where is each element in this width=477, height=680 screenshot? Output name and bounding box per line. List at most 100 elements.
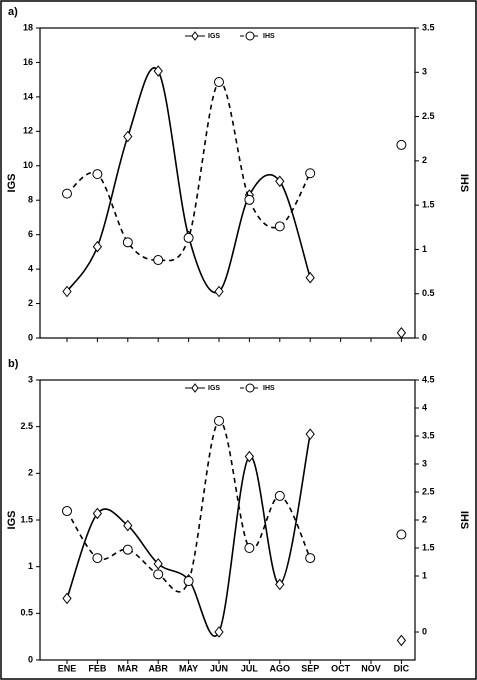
point <box>153 65 163 77</box>
point <box>153 558 163 570</box>
point <box>396 139 407 150</box>
y2-tick-label: 2.5 <box>422 111 435 121</box>
point <box>92 553 103 564</box>
point <box>214 415 224 426</box>
y-tick-label: 14 <box>23 91 33 101</box>
x-tick-label: MAY <box>179 663 198 673</box>
series-line <box>67 68 401 333</box>
y2-tick-label: 1 <box>422 244 427 254</box>
x-tick-label: NOV <box>361 663 381 673</box>
y2-tick-label: 1.5 <box>422 542 435 552</box>
y2-tick-label: 1.5 <box>422 200 435 210</box>
y2-tick-label: 3 <box>422 458 427 468</box>
x-tick-label: MAR <box>118 663 139 673</box>
point <box>183 232 194 243</box>
point <box>214 77 224 88</box>
point <box>274 490 285 501</box>
point <box>396 529 407 540</box>
x-tick-label: AGO <box>270 663 291 673</box>
x-tick-label: OCT <box>331 663 351 673</box>
point <box>62 188 72 199</box>
plot-frame <box>39 27 416 339</box>
y-tick-label: 0 <box>28 654 33 664</box>
legend-marker <box>245 31 255 41</box>
y2-tick-label: 0 <box>422 332 427 342</box>
y2-tick-label: 1 <box>422 570 427 580</box>
point <box>62 592 72 605</box>
y-tick-label: 4 <box>28 263 33 273</box>
point <box>274 221 285 232</box>
y-axis-title: IGS <box>6 174 18 193</box>
point <box>123 519 133 532</box>
y2-tick-label: 0.5 <box>422 288 435 298</box>
point <box>305 271 315 284</box>
y-tick-label: 1 <box>28 561 33 571</box>
legend-marker <box>191 31 199 41</box>
point <box>153 569 164 580</box>
y2-tick-label: 4.5 <box>422 374 435 384</box>
y-tick-label: 12 <box>23 126 33 136</box>
panel-label: b) <box>8 358 19 370</box>
x-tick-label: ENE <box>58 663 77 673</box>
y2-axis-title: IHS <box>458 511 470 529</box>
y-tick-label: 2 <box>28 298 33 308</box>
point <box>275 175 285 188</box>
y-tick-label: 16 <box>23 57 33 67</box>
y2-axis-title: IHS <box>458 174 470 192</box>
y-tick-label: 3 <box>28 374 33 384</box>
x-tick-label: ABR <box>148 663 168 673</box>
y2-tick-label: 2 <box>422 514 427 524</box>
y-tick-label: 0 <box>28 332 33 342</box>
point <box>62 506 72 517</box>
panel-label: a) <box>8 6 18 18</box>
legend-marker <box>245 383 255 393</box>
x-tick-label: DIC <box>394 663 410 673</box>
y-tick-label: 2 <box>28 468 33 478</box>
y2-tick-label: 3.5 <box>422 430 435 440</box>
point <box>122 544 133 555</box>
legend-label: IHS <box>263 33 275 40</box>
legend-marker <box>191 383 199 393</box>
point <box>305 428 315 440</box>
point <box>123 130 133 143</box>
point <box>244 194 255 205</box>
point <box>122 237 133 248</box>
series-line <box>67 82 401 261</box>
y-tick-label: 18 <box>23 22 33 32</box>
y-tick-label: 1.5 <box>20 514 33 524</box>
point <box>92 240 103 253</box>
point <box>305 168 316 179</box>
point <box>92 507 103 520</box>
point <box>396 327 407 339</box>
point <box>396 634 407 647</box>
y-tick-label: 10 <box>23 160 33 170</box>
y-tick-label: 6 <box>28 229 33 239</box>
y2-tick-label: 3.5 <box>422 22 435 32</box>
x-tick-label: JUL <box>241 663 259 673</box>
point <box>153 255 164 266</box>
y2-tick-label: 2 <box>422 155 427 165</box>
point <box>275 578 285 591</box>
x-tick-label: SEP <box>301 663 319 673</box>
y-tick-label: 0.5 <box>20 608 33 618</box>
point <box>183 576 194 587</box>
point <box>214 285 224 298</box>
point <box>244 450 255 463</box>
legend-label: IHS <box>263 385 275 392</box>
point <box>244 543 255 553</box>
y2-tick-label: 3 <box>422 67 427 77</box>
y2-tick-label: 2.5 <box>422 486 435 496</box>
y2-tick-label: 0 <box>422 626 427 636</box>
y-tick-label: 2.5 <box>20 421 33 431</box>
point <box>62 285 72 298</box>
plot-frame <box>39 379 416 661</box>
y-tick-label: 8 <box>28 195 33 205</box>
y2-tick-label: 4 <box>422 402 427 412</box>
series-line <box>67 434 401 640</box>
point <box>305 553 316 564</box>
x-tick-label: FEB <box>88 663 107 673</box>
legend-label: IGS <box>208 33 220 40</box>
